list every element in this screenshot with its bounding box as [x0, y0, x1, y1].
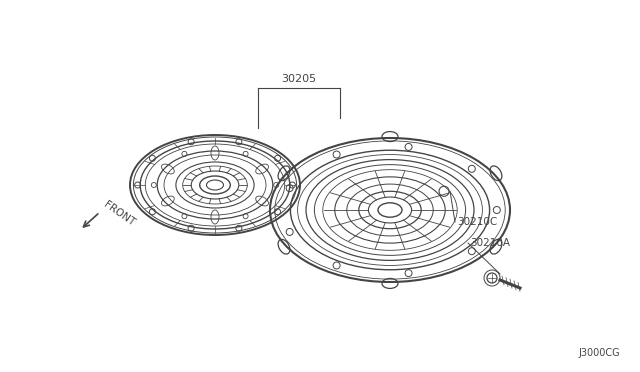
Text: 30210C: 30210C: [457, 217, 497, 227]
Text: FRONT: FRONT: [102, 200, 136, 228]
Text: 30205: 30205: [282, 74, 317, 84]
Text: J3000CG: J3000CG: [579, 348, 620, 358]
Text: 30210A: 30210A: [470, 238, 510, 248]
